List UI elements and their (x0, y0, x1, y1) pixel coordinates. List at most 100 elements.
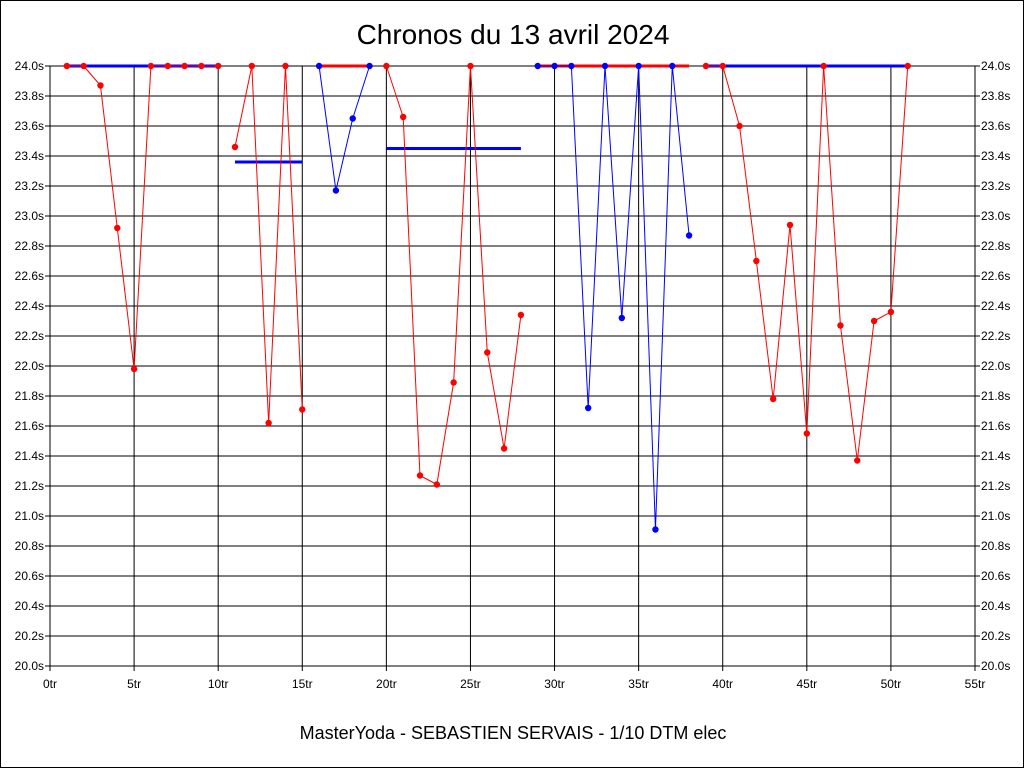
lap-point (568, 62, 575, 70)
lap-point (265, 419, 272, 427)
lap-point (315, 62, 323, 70)
y-tick-label-right: 21.6s (981, 419, 1010, 433)
lap-segment (890, 65, 909, 313)
lap-point (669, 62, 676, 70)
lap-segment (789, 224, 808, 434)
y-tick-label-left: 22.2s (15, 329, 44, 343)
y-tick-label-left: 20.2s (15, 629, 44, 643)
lap-point (837, 322, 844, 329)
lap-point (484, 349, 491, 356)
lap-segment (402, 116, 421, 476)
y-tick-label-right: 23.0s (981, 209, 1010, 223)
x-tick-label: 35tr (628, 677, 649, 691)
y-tick-label-right: 23.6s (981, 119, 1010, 133)
lap-point (332, 187, 340, 194)
y-tick-label-left: 22.4s (15, 299, 44, 313)
x-tick-label: 15tr (292, 677, 313, 691)
lap-point (887, 308, 895, 316)
lap-point (80, 62, 87, 70)
y-axis-ticks: 20.0s 20.0s 20.2s 20.2s 20.4s 20.4s 20.6s 20.6s… (15, 59, 1011, 673)
lap-point (114, 224, 121, 232)
y-tick-label-right: 20.2s (981, 629, 1010, 643)
lap-time-lines (66, 65, 909, 530)
lap-segment (856, 320, 875, 461)
lap-point (366, 62, 373, 70)
y-tick-label-right: 23.8s (981, 89, 1010, 103)
lap-point (854, 457, 861, 464)
y-tick-label-left: 22.8s (15, 239, 44, 253)
lap-segment (251, 65, 270, 424)
lap-segment (587, 65, 606, 409)
lap-point (399, 113, 407, 121)
lap-point (130, 365, 138, 373)
lap-segment (116, 227, 135, 370)
lap-segment (823, 65, 841, 326)
y-tick-label-left: 23.2s (15, 179, 44, 193)
lap-segment (469, 65, 488, 353)
y-tick-label-right: 22.6s (981, 269, 1010, 283)
y-tick-label-left: 24.0s (15, 59, 44, 73)
y-tick-label-left: 21.8s (15, 389, 44, 403)
lap-point (433, 481, 441, 488)
y-tick-label-right: 21.2s (981, 479, 1010, 493)
lap-segment (284, 65, 303, 410)
lap-segment (671, 65, 690, 236)
lap-point (769, 395, 777, 403)
lap-segment (621, 65, 640, 319)
lap-segment (570, 65, 589, 409)
lap-point (97, 82, 104, 89)
lap-segment (99, 85, 118, 229)
grid (49, 65, 976, 667)
lap-segment (739, 125, 757, 262)
lap-point (231, 143, 239, 151)
stint-average-lines (66, 64, 908, 164)
y-tick-label-right: 23.4s (981, 149, 1010, 163)
lap-segment (234, 65, 253, 148)
lap-time-points (63, 62, 911, 533)
y-tick-label-right: 20.0s (981, 659, 1010, 673)
lap-segment (755, 260, 774, 400)
lap-point (551, 62, 558, 70)
y-tick-label-left: 20.6s (15, 569, 44, 583)
lap-segment (654, 65, 673, 530)
lap-segment (453, 65, 471, 383)
x-tick-label: 10tr (208, 677, 229, 691)
x-tick-label: 20tr (376, 677, 397, 691)
y-tick-label-right: 20.8s (981, 539, 1010, 553)
lap-point (416, 472, 424, 479)
lap-point (349, 115, 356, 122)
lap-segment (268, 65, 286, 424)
lap-segment (352, 65, 371, 119)
y-tick-label-right: 22.0s (981, 359, 1010, 373)
lap-segment (486, 352, 505, 449)
x-tick-label: 30tr (544, 677, 565, 691)
y-tick-label-right: 22.2s (981, 329, 1010, 343)
y-tick-label-left: 21.2s (15, 479, 44, 493)
lap-point (147, 62, 155, 70)
lap-segment (133, 65, 152, 370)
lap-point (517, 311, 525, 319)
lap-point (618, 314, 626, 322)
lap-point (736, 122, 743, 130)
y-tick-label-left: 21.4s (15, 449, 44, 463)
y-tick-label-left: 23.8s (15, 89, 44, 103)
lap-point (181, 62, 188, 70)
lap-segment (503, 314, 522, 449)
lap-segment (604, 65, 623, 319)
y-tick-label-right: 20.6s (981, 569, 1010, 583)
y-tick-label-right: 23.2s (981, 179, 1010, 193)
lap-point (534, 62, 541, 70)
lap-point (164, 62, 171, 70)
x-tick-label: 50tr (881, 677, 902, 691)
y-tick-label-right: 21.4s (981, 449, 1010, 463)
lap-segment (638, 65, 656, 530)
lap-segment (806, 65, 825, 434)
lap-point (786, 221, 794, 229)
lap-point (248, 62, 256, 70)
lap-point (467, 62, 474, 70)
y-tick-label-left: 22.0s (15, 359, 44, 373)
lap-point (198, 62, 205, 70)
y-tick-label-left: 21.6s (15, 419, 44, 433)
x-tick-label: 55tr (965, 677, 986, 691)
